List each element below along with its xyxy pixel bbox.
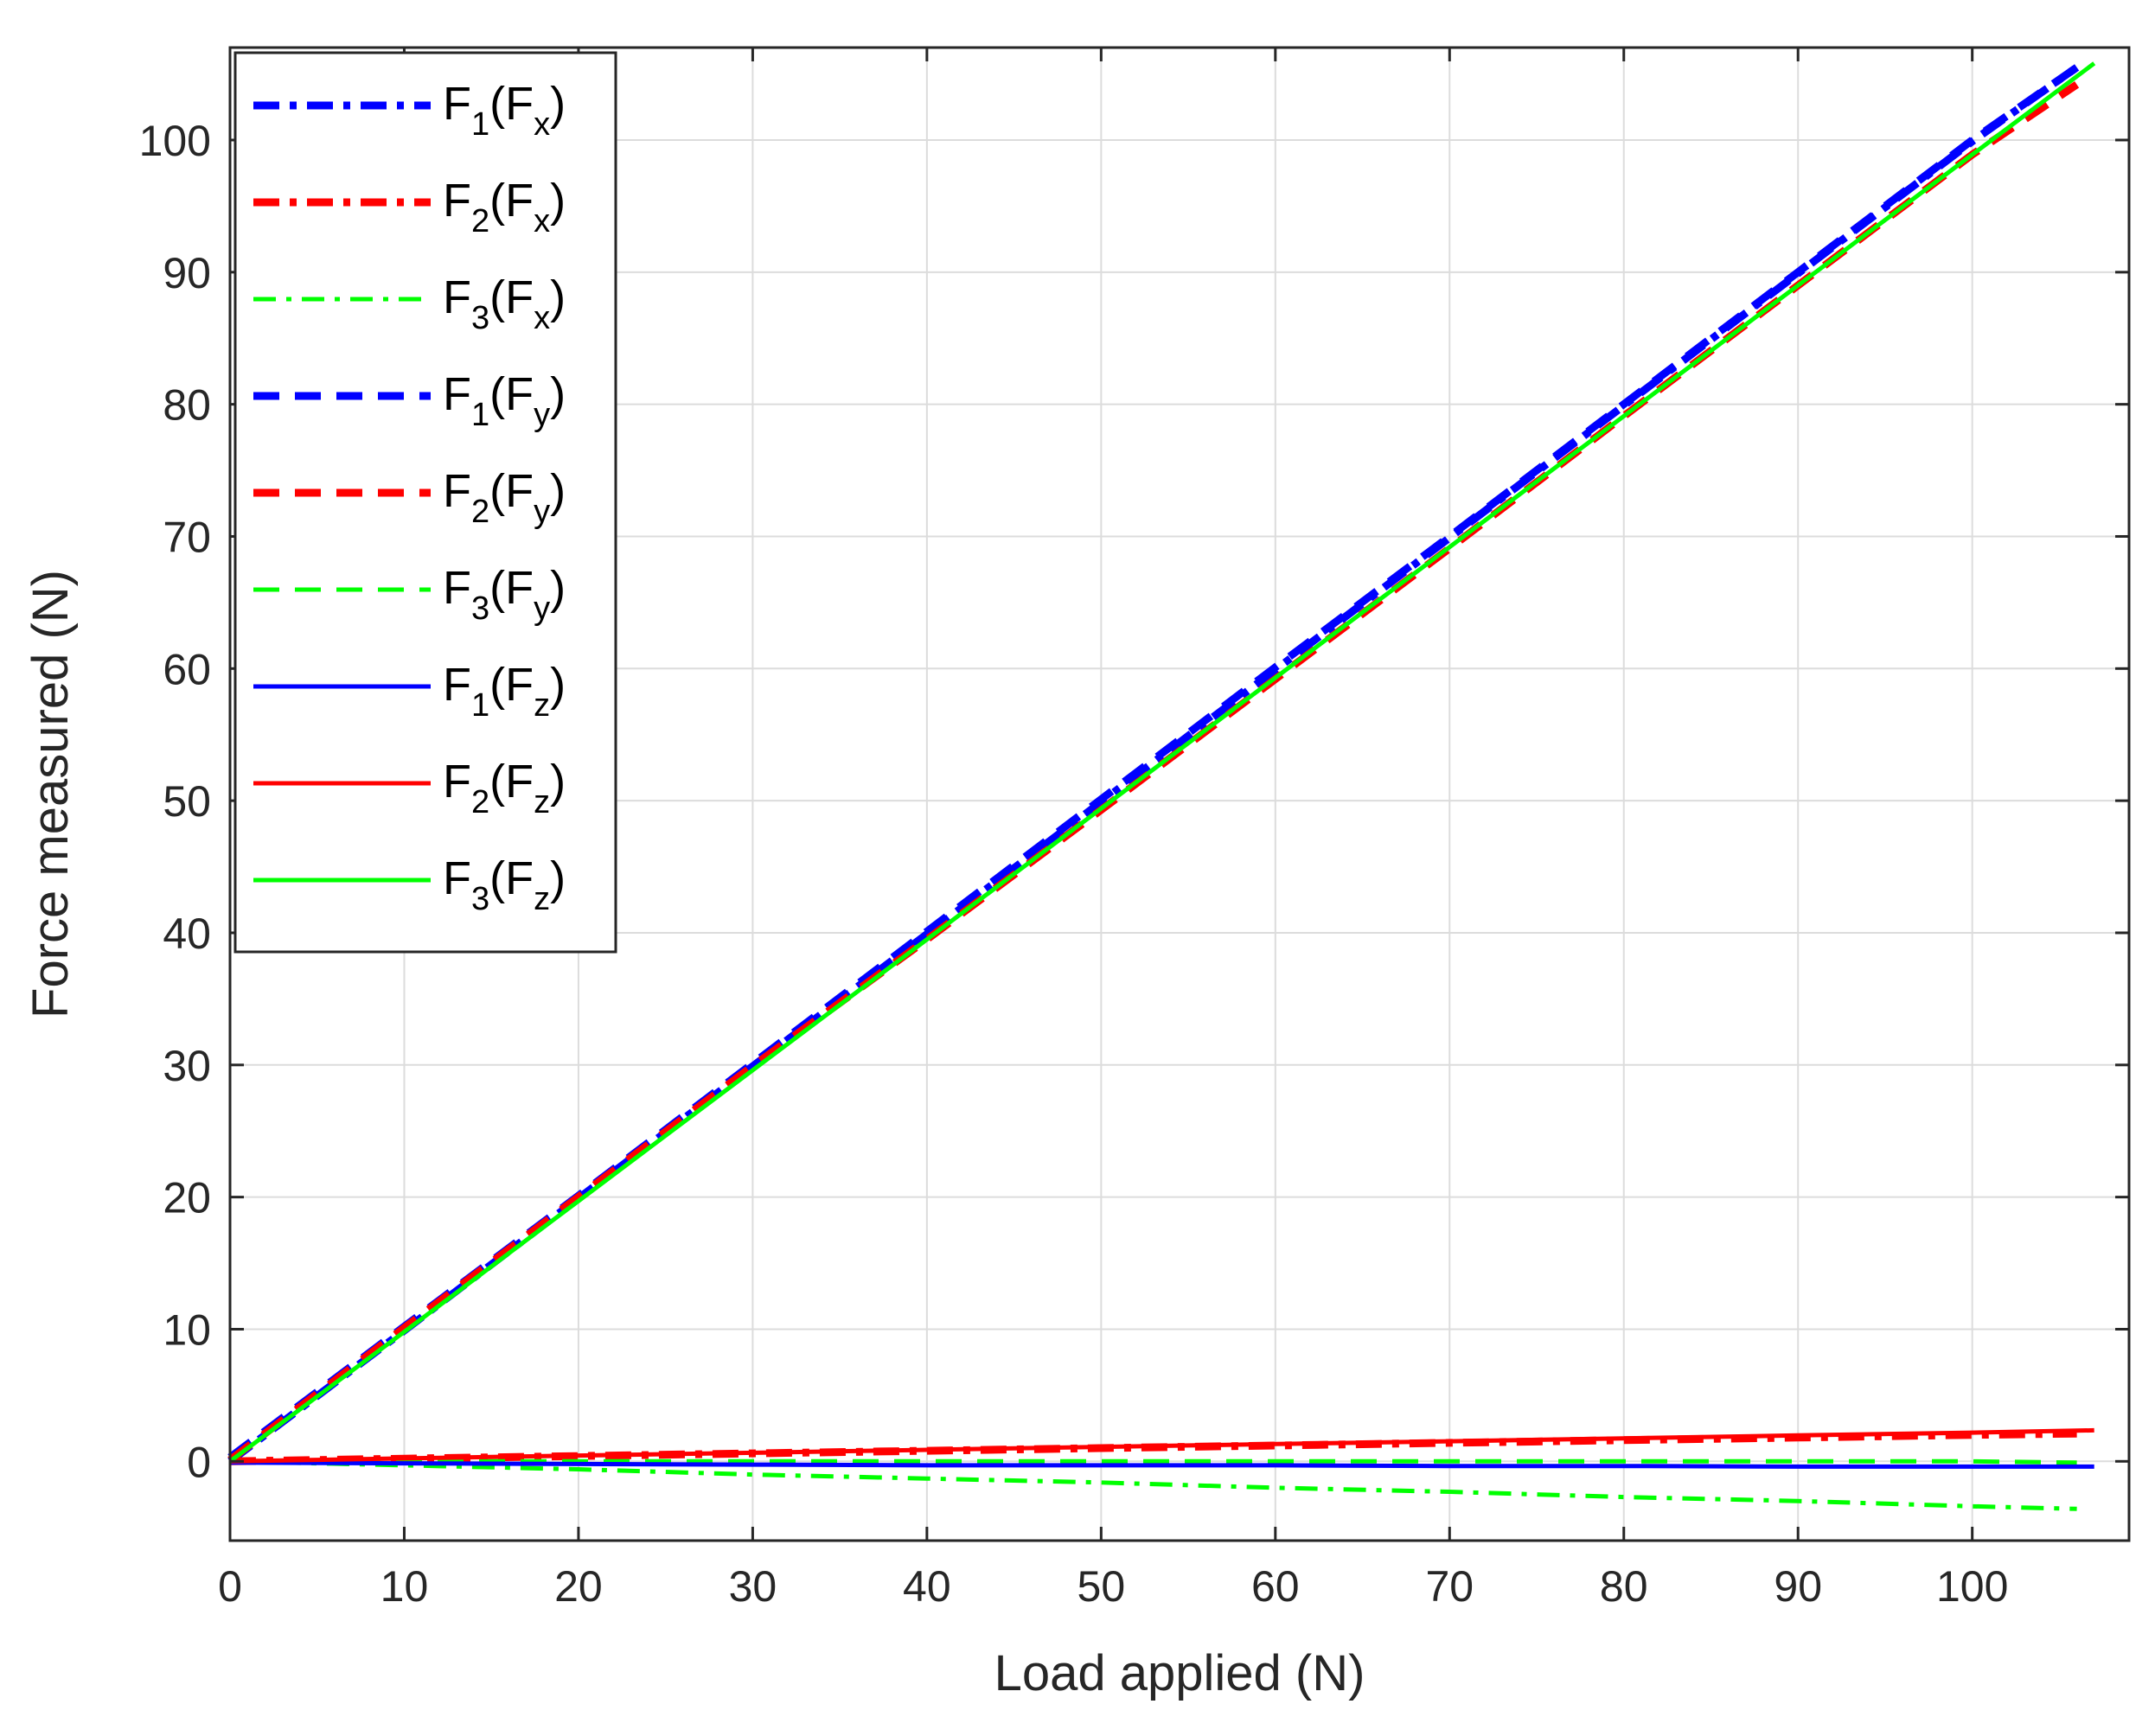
y-tick-label: 70 [163,513,211,561]
legend-label-3: F3(Fx) [443,271,566,336]
x-tick-label: 20 [554,1562,603,1611]
x-tick-label: 60 [1251,1562,1300,1611]
y-tick-label: 0 [187,1438,211,1486]
y-tick-label: 50 [163,777,211,826]
x-axis-label: Load applied (N) [994,1645,1365,1701]
legend-label-8: F2(Fz) [443,756,566,820]
legend: F1(Fx) F2(Fx) F3(Fx) F1(Fy) F2(Fy) F3(Fy) F1(F… [233,51,617,954]
legend-label-1: F1(Fx) [443,78,566,143]
y-tick-label: 40 [163,909,211,958]
x-tick-label: 10 [380,1562,429,1611]
axis-ticks: 0 10 20 30 40 50 60 70 80 90 100 0 10 20 30 40 50 60 70 80 9… [139,48,2129,1611]
y-axis-label: Force measured (N) [22,570,79,1018]
x-tick-label: 30 [729,1562,777,1611]
series-line-8 [229,1427,2094,1464]
x-tick-label: 80 [1600,1562,1648,1611]
axes-box [228,46,2131,1542]
legend-label-9: F3(Fz) [443,852,566,917]
legend-label-5: F2(Fy) [443,465,566,530]
legend-label-7: F1(Fz) [443,659,566,724]
y-tick-label: 30 [163,1042,211,1090]
series-line-7 [229,1460,2094,1469]
series-lines [227,61,2096,1511]
legend-label-4: F1(Fy) [443,368,566,433]
series-line-6 [230,1458,2077,1465]
y-tick-label: 10 [163,1305,211,1354]
y-tick-label: 100 [139,117,211,165]
x-tick-label: 40 [903,1562,951,1611]
y-tick-label: 60 [163,645,211,693]
y-tick-label: 90 [163,249,211,297]
legend-label-2: F2(Fx) [443,175,566,239]
x-tick-label: 70 [1425,1562,1474,1611]
grid [229,48,2129,1541]
legend-label-6: F3(Fy) [443,562,566,627]
x-tick-label: 0 [218,1562,242,1611]
y-tick-label: 20 [163,1174,211,1222]
x-tick-label: 100 [1936,1562,2008,1611]
x-tick-label: 90 [1774,1562,1822,1611]
series-line-9 [228,61,2096,1464]
x-tick-label: 50 [1078,1562,1126,1611]
series-line-4 [227,64,2080,1461]
y-tick-label: 80 [163,381,211,430]
series-line-2 [229,1429,2077,1465]
